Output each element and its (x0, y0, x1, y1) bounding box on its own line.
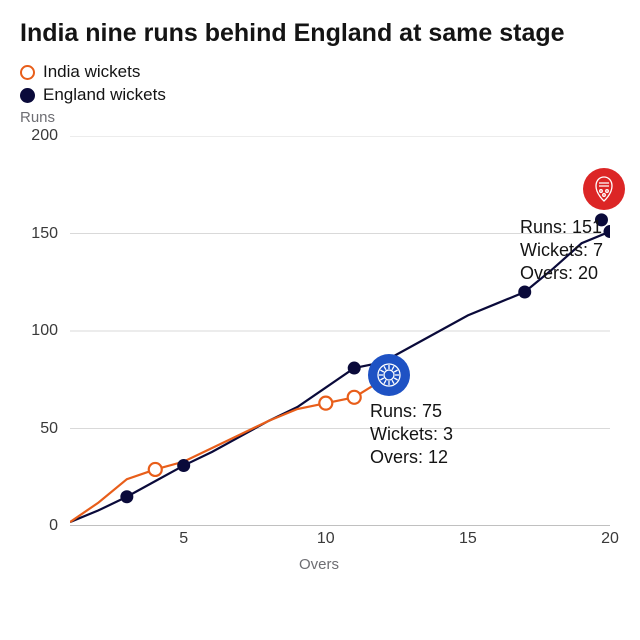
y-axis-labels: 0 50 100 150 200 (20, 128, 64, 573)
england-runs-label: Runs: 151 (520, 216, 603, 239)
x-tick-label: 15 (459, 530, 477, 548)
legend: India wickets England wickets (20, 62, 620, 105)
legend-label-india: India wickets (43, 62, 140, 82)
y-tick-label: 100 (31, 322, 58, 340)
india-badge-icon (368, 354, 410, 396)
england-overs-label: Overs: 20 (520, 262, 603, 285)
x-tick-label: 5 (179, 530, 188, 548)
india-runs-label: Runs: 75 (370, 400, 453, 423)
india-marker-icon (20, 65, 35, 80)
england-wickets-label: Wickets: 7 (520, 239, 603, 262)
x-tick-label: 20 (601, 530, 619, 548)
plot-region: Runs: 151 Wickets: 7 Overs: 20 Runs: 75 … (70, 136, 610, 526)
england-badge-icon (583, 168, 625, 210)
chart-svg (70, 136, 610, 526)
y-tick-label: 150 (31, 225, 58, 243)
y-tick-label: 50 (40, 420, 58, 438)
y-axis-title: Runs (20, 109, 620, 126)
x-axis-title: Overs (299, 556, 339, 573)
india-wickets-label: Wickets: 3 (370, 423, 453, 446)
legend-label-england: England wickets (43, 85, 166, 105)
india-overs-label: Overs: 12 (370, 446, 453, 469)
england-annotation: Runs: 151 Wickets: 7 Overs: 20 (520, 216, 603, 285)
england-marker-icon (20, 88, 35, 103)
chart-area: 0 50 100 150 200 Runs: 151 Wickets: 7 Overs:… (20, 128, 618, 573)
chart-title: India nine runs behind England at same s… (20, 18, 620, 48)
x-tick-label: 10 (317, 530, 335, 548)
legend-item-england: England wickets (20, 85, 620, 105)
india-annotation: Runs: 75 Wickets: 3 Overs: 12 (370, 400, 453, 469)
y-tick-label: 0 (49, 517, 58, 535)
legend-item-india: India wickets (20, 62, 620, 82)
y-tick-label: 200 (31, 127, 58, 145)
